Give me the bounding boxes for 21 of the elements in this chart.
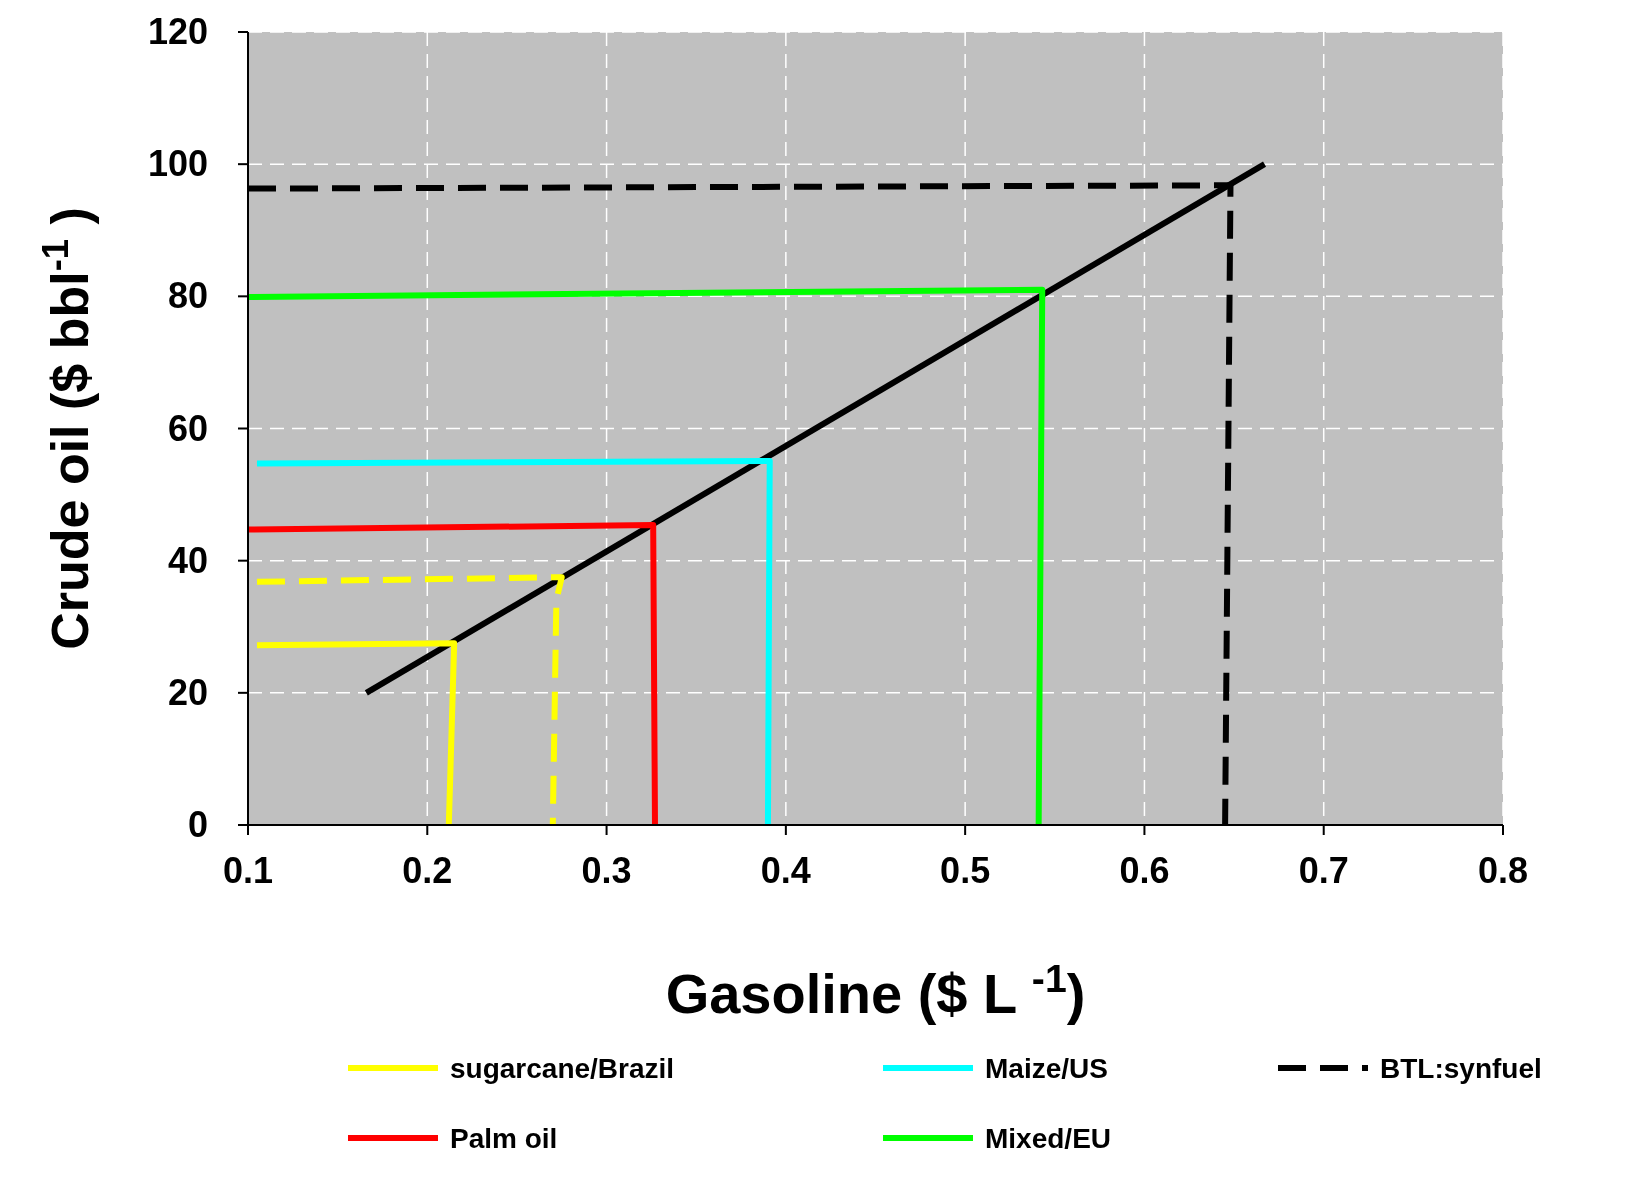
x-tick-label: 0.7	[1298, 850, 1349, 891]
x-tick-label: 0.4	[760, 850, 811, 891]
x-tick-label: 0.8	[1477, 850, 1529, 891]
legend-label: sugarcane/Brazil	[450, 1053, 675, 1084]
y-tick-label: 40	[167, 539, 208, 581]
x-axis-title: Gasoline ($ L $^{-1}$)	[665, 956, 1086, 1025]
y-tick-label: 20	[167, 671, 208, 713]
x-tick-label: 0.6	[1119, 850, 1170, 891]
y-tick-label: 100	[147, 143, 208, 185]
x-tick-label: 0.2	[402, 850, 453, 891]
y-tick-label: 60	[167, 407, 208, 449]
x-tick-label: 0.5	[940, 850, 991, 891]
legend-label: Mixed/EU	[985, 1123, 1112, 1154]
x-tick-label: 0.3	[581, 850, 632, 891]
x-tick-label: 0.1	[222, 850, 274, 891]
legend-label: Palm oil	[450, 1123, 558, 1154]
y-tick-label: 80	[167, 275, 208, 317]
y-tick-label: 0	[187, 804, 208, 845]
legend-label: Maize/US	[985, 1053, 1108, 1084]
y-tick-label: 120	[147, 11, 208, 52]
legend-label: BTL:synfuel	[1380, 1053, 1542, 1084]
